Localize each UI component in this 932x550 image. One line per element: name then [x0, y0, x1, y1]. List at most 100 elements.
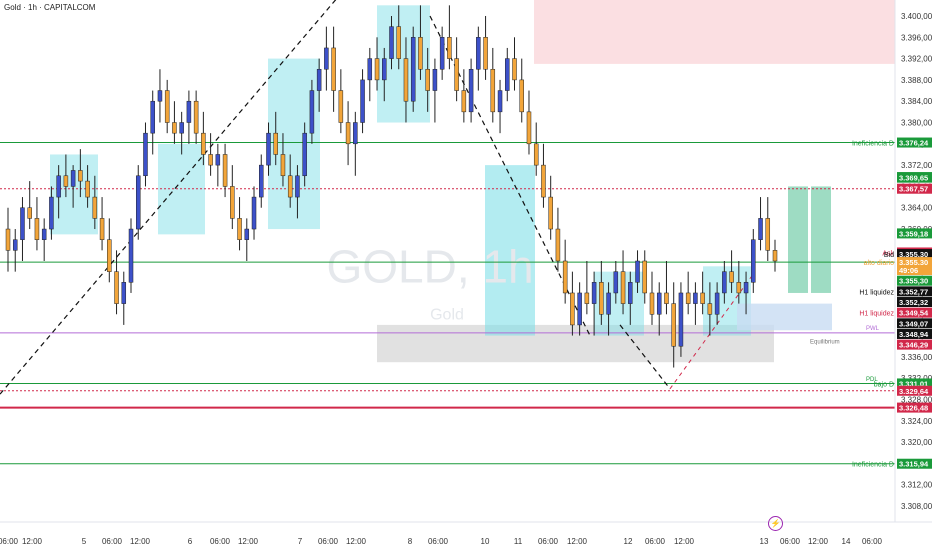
candle-body [410, 37, 416, 102]
price-badge-value: 3.349,54 [899, 309, 929, 318]
candle-body [12, 239, 18, 251]
candle-body [193, 100, 199, 134]
candle-body [331, 47, 336, 91]
candle-body [447, 37, 452, 59]
candle-body [772, 250, 778, 262]
candle-body [396, 26, 401, 59]
price-tick-label: 3.308,00 [901, 502, 932, 511]
candle-body [454, 58, 459, 91]
annotation-pwl: PWL [866, 326, 880, 332]
candle-body [570, 292, 575, 326]
candle-body [222, 154, 228, 187]
price-badge [897, 249, 932, 260]
candle-body [483, 37, 488, 70]
candle-body [208, 154, 213, 166]
candle-body [244, 228, 250, 240]
time-tick-label: 12:00 [238, 537, 259, 546]
candle-body [302, 132, 307, 177]
price-line-label: H1 liquidez [859, 311, 894, 318]
candle-body [432, 68, 438, 91]
candle-body [758, 218, 763, 240]
candle-body [512, 58, 517, 81]
price-line-label: Bid [884, 252, 894, 259]
price-badge [897, 402, 932, 413]
candle-body [722, 271, 727, 294]
candle-body [164, 90, 170, 123]
price-badge-value: 3.355,30 [899, 250, 928, 259]
candle-body [143, 132, 148, 177]
candle-body [468, 68, 474, 113]
price-badge-value: 3.376,24 [899, 139, 929, 148]
candle-body [635, 260, 640, 283]
time-tick-label: 12:00 [130, 537, 151, 546]
price-badge-value: 3.348,94 [899, 330, 929, 339]
price-badge [897, 172, 932, 183]
symbol-header: Gold · 1h · CAPITALCOM [4, 3, 96, 12]
event-marker-icon[interactable]: ⚡ [768, 516, 783, 531]
candle-body [642, 260, 648, 294]
candle-body [179, 122, 184, 134]
candle-body [150, 100, 155, 134]
candle-body [599, 282, 604, 315]
time-tick-label: 06:00 [102, 537, 123, 546]
candle-body [541, 164, 546, 198]
candle-body [577, 292, 582, 326]
price-tick-label: 3.384,00 [901, 97, 932, 106]
levels-layer [0, 0, 895, 465]
time-tick-label: 12 [624, 537, 633, 546]
candle-body [172, 122, 177, 134]
candle-body [620, 271, 626, 304]
candle-body [729, 271, 734, 283]
candle-body [613, 271, 619, 294]
price-badge [897, 275, 932, 286]
candle-body [418, 37, 423, 70]
candle-body [34, 218, 40, 240]
candle-body [765, 218, 771, 251]
price-tick-label: 3.312,00 [901, 481, 932, 490]
candles-layer [5, 5, 778, 368]
price-tick-label: 3.388,00 [901, 76, 932, 85]
time-tick-label: 06:00 [780, 537, 801, 546]
candle-body [259, 164, 264, 198]
price-line-label: Ineficiencia D [852, 141, 894, 148]
candle-body [656, 292, 662, 315]
candle-body [526, 111, 532, 145]
candle-body [114, 271, 119, 304]
candle-body [382, 58, 387, 81]
candle-body [714, 292, 720, 315]
candle-body [201, 132, 206, 155]
price-line-label: Ineficiencia D [852, 462, 894, 469]
price-badge [897, 307, 932, 318]
candle-body [70, 170, 76, 187]
price-line-label: Ask [882, 250, 894, 257]
cyan-zone [485, 165, 535, 336]
time-tick-label: 12:00 [567, 537, 588, 546]
candle-body [237, 218, 242, 240]
candle-body [533, 143, 539, 166]
price-badge-value: 3.326,48 [899, 404, 928, 413]
time-tick-label: 6 [188, 537, 193, 546]
price-line-label: bajo D [874, 381, 894, 388]
price-badge [897, 286, 932, 297]
time-tick-label: 14 [842, 537, 851, 546]
candle-body [685, 292, 691, 304]
liquidity-zone [737, 303, 832, 331]
price-badge-value: 49:06 [899, 266, 918, 275]
watermark-text: GOLD, 1h [326, 240, 533, 292]
candle-body [338, 90, 344, 123]
candle-body [251, 196, 257, 230]
candle-body [27, 207, 32, 219]
candle-body [505, 58, 510, 91]
candle-body [266, 132, 271, 166]
time-tick-label: 12:00 [346, 537, 367, 546]
time-tick-label: 5 [82, 537, 87, 546]
price-badge-value: 3.349,07 [899, 319, 928, 328]
candle-body [85, 180, 90, 198]
time-tick-label: 06:00 [210, 537, 231, 546]
price-badge-value: 3.355,30 [899, 258, 928, 267]
price-badge [897, 265, 932, 276]
candle-body [309, 90, 315, 134]
candle-body [280, 154, 286, 177]
price-tick-label: 3.324,00 [901, 417, 932, 426]
